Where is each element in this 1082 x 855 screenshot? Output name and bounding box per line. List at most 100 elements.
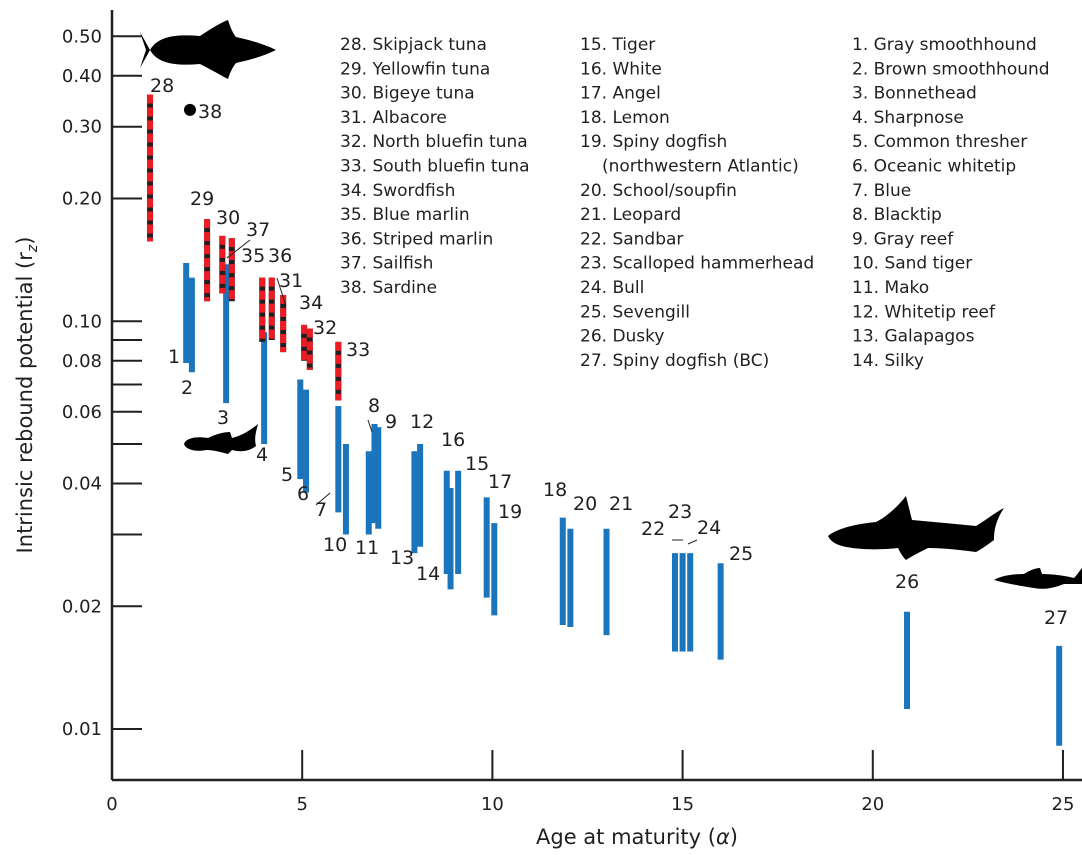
y-tick-label: 0.08 <box>62 351 102 372</box>
leader-line <box>226 239 251 259</box>
legend-item: 18. Lemon <box>580 108 670 128</box>
mark-label-6: 6 <box>297 483 309 505</box>
y-axis-title-end: ) <box>13 237 37 245</box>
axes: 0.01 0.02 0.04 0.06 0.08 0.10 0.20 0.30 0.40 0.50… <box>13 10 1082 849</box>
mark-label-1: 1 <box>168 346 180 368</box>
legend-item: 38. Sardine <box>340 278 437 298</box>
mark-label-38: 38 <box>198 101 222 123</box>
x-tick-label: 10 <box>481 794 504 815</box>
y-axis-title-sub: z <box>25 244 41 253</box>
legend-item: 21. Leopard <box>580 205 681 225</box>
mark-label-27: 27 <box>1044 607 1068 629</box>
mark-label-35: 35 <box>241 245 265 267</box>
legend-item: 7. Blue <box>852 181 911 201</box>
mark-label-2: 2 <box>181 377 193 399</box>
leader-line <box>276 277 287 307</box>
legend-item: 29. Yellowfin tuna <box>340 59 490 79</box>
mark-label-22: 22 <box>641 518 665 540</box>
legend-item: 6. Oceanic whitetip <box>852 157 1016 177</box>
mark-label-36: 36 <box>268 245 292 267</box>
marks <box>147 94 1063 746</box>
y-tick-label: 0.02 <box>62 596 102 617</box>
leader-line <box>315 492 331 506</box>
x-axis-title-end: ) <box>730 825 738 849</box>
mark-label-15: 15 <box>465 453 489 475</box>
y-tick-label: 0.20 <box>62 189 102 210</box>
mark-label-33: 33 <box>346 339 370 361</box>
mark-label-32: 32 <box>313 317 337 339</box>
y-tick-label: 0.50 <box>62 26 102 47</box>
x-tick-label: 15 <box>671 794 694 815</box>
legend-item: 25. Sevengill <box>580 302 690 322</box>
mark-label-29: 29 <box>190 188 214 210</box>
mark-label-8: 8 <box>368 395 380 417</box>
legend-item: 23. Scalloped hammerhead <box>580 254 814 274</box>
y-tick-label: 0.04 <box>62 474 102 495</box>
legend-item: 2. Brown smoothhound <box>852 59 1050 79</box>
mark-label-34: 34 <box>299 292 323 314</box>
legend-item: 28. Skipjack tuna <box>340 35 487 55</box>
y-tick-label: 0.01 <box>62 719 102 740</box>
tuna-silhouette-icon <box>140 20 276 79</box>
y-axis-title-main: Intrinsic rebound potential (r <box>13 252 37 554</box>
dogfish-silhouette-icon <box>994 568 1082 589</box>
legend-item: 37. Sailfish <box>340 254 433 274</box>
legend-item: 1. Gray smoothhound <box>852 35 1037 55</box>
legend-item: (northwestern Atlantic) <box>602 157 799 177</box>
mark-label-37: 37 <box>246 219 270 241</box>
mark-label-12: 12 <box>410 411 434 433</box>
mark-label-28: 28 <box>150 75 174 97</box>
y-tick-label: 0.40 <box>62 66 102 87</box>
legend-item: 26. Dusky <box>580 327 664 347</box>
legend-item: 14. Silky <box>852 351 924 371</box>
legend-item: 33. South bluefin tuna <box>340 157 530 177</box>
legend-item: 27. Spiny dogfish (BC) <box>580 351 769 371</box>
mark-label-21: 21 <box>609 493 633 515</box>
mark-label-5: 5 <box>281 464 293 486</box>
mark-label-24: 24 <box>697 517 721 539</box>
x-tick-label: 5 <box>296 794 307 815</box>
point-38 <box>183 103 196 116</box>
legend-item: 5. Common thresher <box>852 132 1027 152</box>
x-axis-title-main: Age at maturity ( <box>536 825 716 849</box>
mark-label-4: 4 <box>256 444 268 466</box>
legend: 28. Skipjack tuna 29. Yellowfin tuna 30. B… <box>340 35 1050 371</box>
mark-label-18: 18 <box>543 479 567 501</box>
x-axis-title-symbol: α <box>716 825 730 849</box>
mark-label-26: 26 <box>895 571 919 593</box>
mark-label-16: 16 <box>441 429 465 451</box>
legend-item: 34. Swordfish <box>340 181 455 201</box>
y-tick-label: 0.06 <box>62 402 102 423</box>
mark-label-19: 19 <box>498 501 522 523</box>
legend-item: 24. Bull <box>580 278 644 298</box>
legend-item: 10. Sand tiger <box>852 254 972 274</box>
large-shark-silhouette-icon <box>828 496 1004 560</box>
mark-label-17: 17 <box>488 471 512 493</box>
mark-label-11: 11 <box>355 537 379 559</box>
mark-label-10: 10 <box>323 534 347 556</box>
x-tick-label: 20 <box>861 794 884 815</box>
y-axis-title: Intrinsic rebound potential (rz) <box>13 237 41 554</box>
legend-item: 12. Whitetip reef <box>852 302 996 322</box>
legend-item: 3. Bonnethead <box>852 84 977 104</box>
legend-item: 35. Blue marlin <box>340 205 470 225</box>
mark-label-9: 9 <box>385 411 397 433</box>
x-axis-title: Age at maturity (α) <box>536 825 738 849</box>
mark-label-3: 3 <box>217 407 229 429</box>
silhouettes <box>140 20 1082 589</box>
mark-label-31: 31 <box>279 270 303 292</box>
mark-label-23: 23 <box>668 501 692 523</box>
mark-label-14: 14 <box>416 563 440 585</box>
legend-item: 15. Tiger <box>580 35 655 55</box>
legend-item: 8. Blacktip <box>852 205 942 225</box>
mark-label-7: 7 <box>315 499 327 521</box>
legend-item: 17. Angel <box>580 84 661 104</box>
small-shark-silhouette-icon <box>184 424 258 454</box>
legend-item: 9. Gray reef <box>852 229 954 249</box>
mark-label-13: 13 <box>390 547 414 569</box>
leader-line <box>687 539 698 545</box>
leader-line <box>367 419 373 433</box>
legend-item: 11. Mako <box>852 278 929 298</box>
mark-label-25: 25 <box>729 543 753 565</box>
